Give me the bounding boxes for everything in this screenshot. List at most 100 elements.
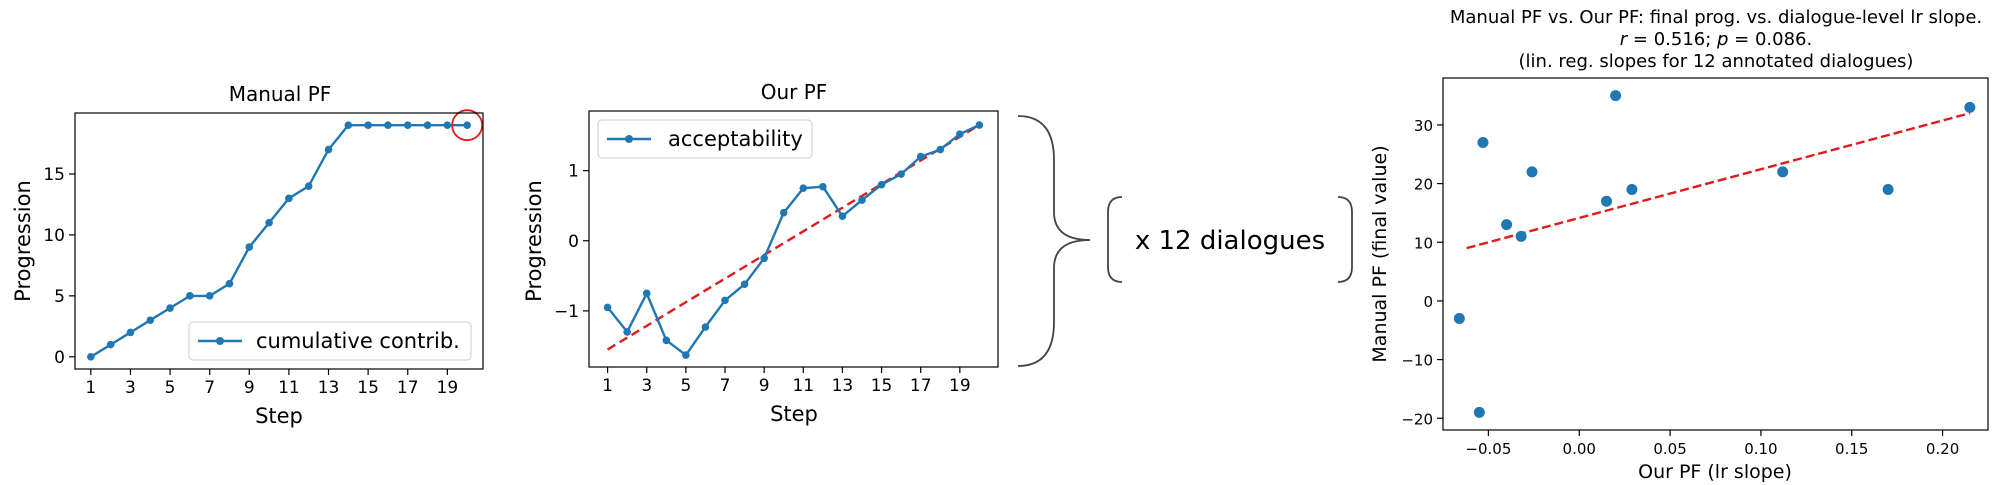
chart1-ytick-label: 15	[43, 165, 65, 185]
chart1-ylabel: Progression	[11, 180, 35, 302]
chart2-xtick-label: 3	[641, 376, 652, 396]
chart3-subtitle: r = 0.516; p = 0.086.	[1620, 29, 1812, 50]
chart1-data-point	[423, 121, 432, 129]
chart2-data-point	[916, 152, 925, 161]
chart2-xlabel: Step	[770, 402, 818, 426]
chart2-legend-marker	[625, 135, 633, 143]
chart2-data-point	[975, 121, 984, 129]
chart2-xtick-label: 11	[792, 376, 814, 396]
chart1-data-point	[463, 121, 471, 129]
chart3-xtick-label: 0.20	[1926, 440, 1959, 458]
chart3-ytick-label: 30	[1414, 117, 1433, 135]
chart1-xtick-label: 19	[437, 378, 459, 398]
middle-label: x 12 dialogues	[1135, 226, 1325, 256]
chart2-data-point	[877, 180, 886, 189]
chart3-ylabel: Manual PF (final value)	[1369, 145, 1391, 362]
chart2-xtick-label: 7	[720, 376, 731, 396]
chart1-data-point	[443, 121, 452, 129]
chart1-legend: cumulative contrib.	[188, 321, 472, 361]
small-left-brace	[1107, 196, 1123, 283]
chart2-xtick-label: 5	[680, 376, 691, 396]
chart1-data-point	[146, 316, 155, 325]
chart1-data-point	[265, 218, 273, 227]
chart3-scatter-point	[1882, 183, 1894, 195]
chart3-subtitle-2: (lin. reg. slopes for 12 annotated dialo…	[1519, 51, 1914, 72]
chart2-fit-line	[606, 124, 981, 351]
chart2-xtick-label: 17	[910, 376, 932, 396]
chart1-title: Manual PF	[229, 82, 332, 106]
chart3-scatter-point	[1515, 230, 1527, 242]
chart2-plot-area: 1 3 5 7 9 11 13 15 17 19−101	[554, 121, 984, 396]
chart2-legend-box	[597, 119, 813, 159]
chart2-data-point	[701, 323, 710, 331]
chart1-data-point	[126, 328, 135, 337]
chart3-ytick-label: 0	[1423, 293, 1433, 311]
chart3-scatter-point	[1777, 166, 1789, 178]
chart3-scatter-point	[1501, 219, 1513, 231]
chart3-xtick-label: 0.15	[1835, 440, 1868, 458]
small-right-brace	[1337, 196, 1353, 283]
chart3-ytick-label: −20	[1401, 410, 1433, 428]
chart2-data-point	[721, 296, 729, 305]
chart2-data-point	[799, 184, 808, 192]
chart-scatter-comparison: Manual PF vs. Our PF: final prog. vs. di…	[1369, 7, 1989, 483]
chart2-title: Our PF	[761, 80, 828, 104]
chart3-plot-area: −0.05 0.00 0.05 0.10 0.15 0.20 −20 −10 0 10 20 30	[1401, 90, 1976, 458]
chart3-frame	[1442, 77, 1989, 431]
chart1-legend-box	[188, 321, 472, 361]
chart1-ytick-label: 5	[54, 287, 65, 307]
chart2-data-point	[623, 328, 631, 336]
chart2-frame	[588, 110, 999, 368]
chart-our-pf: Our PF 1 3 5 7 9 11 13 15 17 19−101 Step Progress…	[522, 80, 999, 426]
chart2-data-point	[858, 196, 866, 204]
chart2-ytick-label: 1	[568, 162, 579, 182]
chart3-scatter-point	[1610, 90, 1622, 102]
chart2-data-point	[603, 303, 612, 312]
chart2-xtick-label: 19	[949, 376, 971, 396]
chart3-xtick-label: 0.00	[1563, 440, 1596, 458]
chart3-scatter-point	[1526, 166, 1538, 178]
chart3-scatter-point	[1601, 195, 1612, 207]
chart3-xtick-label: 0.05	[1653, 440, 1686, 458]
chart2-ylabel: Progression	[522, 180, 546, 302]
chart1-data-point	[324, 145, 333, 154]
chart3-ytick-label: −10	[1401, 352, 1433, 370]
chart2-data-point	[740, 280, 749, 289]
chart1-data-point	[285, 194, 293, 203]
chart3-scatter-point	[1473, 406, 1485, 418]
chart1-xtick-label: 7	[204, 378, 215, 398]
chart1-xtick-label: 17	[397, 378, 419, 398]
chart3-scatter-point	[1453, 313, 1465, 325]
chart1-legend-label: cumulative contrib.	[256, 329, 460, 353]
big-right-brace	[1017, 115, 1091, 367]
chart2-data-point	[779, 208, 788, 217]
chart2-legend: acceptability	[597, 119, 813, 159]
chart3-fit-line	[1466, 112, 1971, 250]
chart1-data-point	[106, 340, 115, 349]
chart1-data-point	[364, 121, 372, 129]
chart2-xtick-label: 13	[832, 376, 854, 396]
chart2-data-point	[682, 351, 690, 359]
chart2-data-point	[897, 170, 905, 178]
chart1-xtick-label: 15	[357, 378, 379, 398]
chart3-ytick-label: 20	[1414, 176, 1433, 194]
chart2-data-point	[760, 254, 768, 263]
chart1-data-point	[225, 279, 234, 288]
chart1-data-point	[344, 121, 353, 129]
chart3-xtick-label: 0.10	[1744, 440, 1777, 458]
chart2-data-point	[642, 289, 651, 298]
chart1-ytick-label: 0	[54, 348, 65, 368]
chart2-data-point	[819, 182, 827, 191]
chart1-data-point	[304, 182, 313, 190]
chart3-xlabel: Our PF (lr slope)	[1638, 461, 1792, 483]
chart3-scatter-point	[1626, 183, 1638, 195]
chart3-scatter-point	[1964, 101, 1976, 113]
chart1-highlight-circle	[451, 109, 484, 142]
chart2-data-point	[936, 145, 945, 154]
chart1-frame	[74, 112, 484, 370]
chart3-xtick-label: −0.05	[1465, 440, 1511, 458]
chart2-ytick-label: −1	[554, 302, 579, 322]
chart1-xtick-label: 13	[318, 378, 340, 398]
